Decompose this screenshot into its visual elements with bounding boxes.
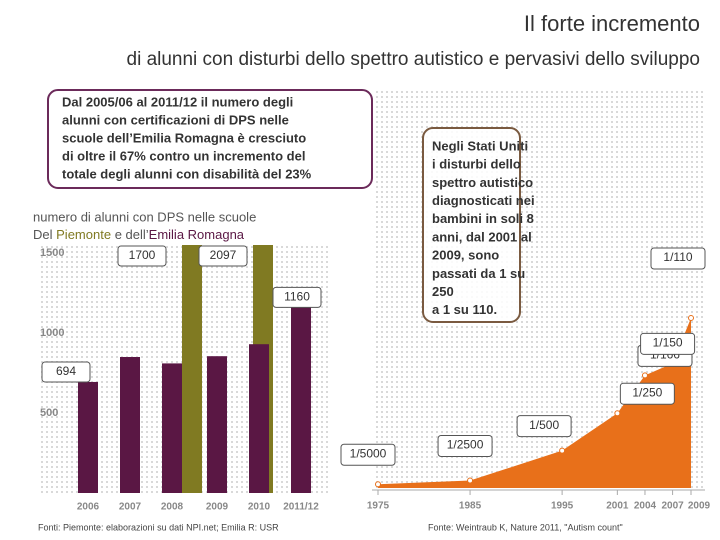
data-label: 1/5000 xyxy=(350,446,387,460)
data-label-box xyxy=(640,332,696,355)
x-tick-label: 1995 xyxy=(551,501,574,512)
data-label-box xyxy=(41,361,91,383)
data-label-box xyxy=(516,415,572,438)
source: Fonti: Piemonte: elaborazioni su dati NP… xyxy=(38,522,279,532)
y-tick-label: 500 xyxy=(40,407,58,419)
bar xyxy=(78,381,98,493)
point xyxy=(467,477,474,484)
legend-caption: numero di alunni con DPS nelle scuole xyxy=(33,209,256,224)
bar xyxy=(182,245,202,493)
note-line: spettro autistico xyxy=(432,175,533,190)
data-label-box xyxy=(619,382,675,405)
note-line: totale degli alunni con disabilità del 2… xyxy=(62,166,312,181)
bar xyxy=(249,344,269,493)
subtitle: di alunni con disturbi dello spettro aut… xyxy=(127,49,701,70)
legend-entry: Emilia Romagna xyxy=(149,227,245,242)
legend-text: Del xyxy=(33,227,53,242)
x-tick-label: 2008 xyxy=(161,502,184,513)
bar xyxy=(162,363,182,493)
note-line: 2009, sono xyxy=(432,248,499,263)
legend-text: e dell’ xyxy=(115,227,149,242)
note-line: Dal 2005/06 al 2011/12 il numero degli xyxy=(62,94,293,109)
x-tick-label: 2007 xyxy=(661,501,684,512)
point xyxy=(375,481,381,488)
data-label-box xyxy=(437,435,493,458)
data-label-box xyxy=(117,245,167,267)
note-line: i disturbi dello xyxy=(432,157,521,172)
x-tick-label: 2009 xyxy=(688,501,711,512)
point xyxy=(641,372,648,379)
data-label: 1160 xyxy=(284,290,310,304)
bar xyxy=(120,357,140,493)
data-label: 694 xyxy=(56,364,76,378)
data-label: 1/150 xyxy=(653,336,683,350)
data-label: 1/500 xyxy=(529,418,559,432)
note-line: diagnosticati nei xyxy=(432,193,535,208)
point xyxy=(614,410,621,417)
note-line: Negli Stati Uniti xyxy=(432,138,528,153)
y-tick-label: 1500 xyxy=(40,247,64,259)
x-tick-label: 2011/12 xyxy=(283,502,319,513)
note-line: scuole dell’Emilia Romagna è cresciuto xyxy=(62,130,306,145)
bar xyxy=(291,307,311,493)
x-tick-label: 2006 xyxy=(77,502,100,513)
bar xyxy=(207,356,227,493)
x-tick-label: 2004 xyxy=(634,501,657,512)
legend: Del Piemonte e dell’Emilia Romagna xyxy=(33,227,245,242)
area xyxy=(378,318,691,488)
point xyxy=(559,447,566,454)
data-label: 1700 xyxy=(129,248,156,262)
data-label-box xyxy=(340,443,396,466)
x-tick-label: 1985 xyxy=(459,501,482,512)
data-label-box xyxy=(650,247,706,270)
note-line: anni, dal 2001 al xyxy=(432,229,532,244)
data-label-box xyxy=(272,286,322,308)
note-line: di oltre il 67% contro un incremento del xyxy=(62,148,305,163)
data-label: 2097 xyxy=(210,248,237,262)
data-label-box xyxy=(198,245,248,267)
title: Il forte incremento xyxy=(524,11,700,36)
note-line: 250 xyxy=(432,284,454,299)
note-box xyxy=(422,127,521,323)
data-label: 1/110 xyxy=(663,250,692,264)
source: Fonte: Weintraub K, Nature 2011, "Autism… xyxy=(428,522,623,532)
note-line: a 1 su 110. xyxy=(432,302,497,317)
legend-entry: Piemonte xyxy=(56,227,111,242)
data-label: 1/2500 xyxy=(447,438,484,452)
note-line: bambini in soli 8 xyxy=(432,211,534,226)
y-tick-label: 1000 xyxy=(40,327,64,339)
x-tick-label: 2010 xyxy=(248,502,271,513)
x-tick-label: 1975 xyxy=(367,501,390,512)
note-line: alunni con certificazioni di DPS nelle xyxy=(62,112,289,127)
note-line: passati da 1 su xyxy=(432,266,525,281)
note-box xyxy=(47,89,373,189)
point xyxy=(688,315,694,321)
data-label: 1/250 xyxy=(632,385,662,399)
x-tick-label: 2001 xyxy=(606,501,629,512)
x-tick-label: 2009 xyxy=(206,502,229,513)
x-tick-label: 2007 xyxy=(119,502,142,513)
